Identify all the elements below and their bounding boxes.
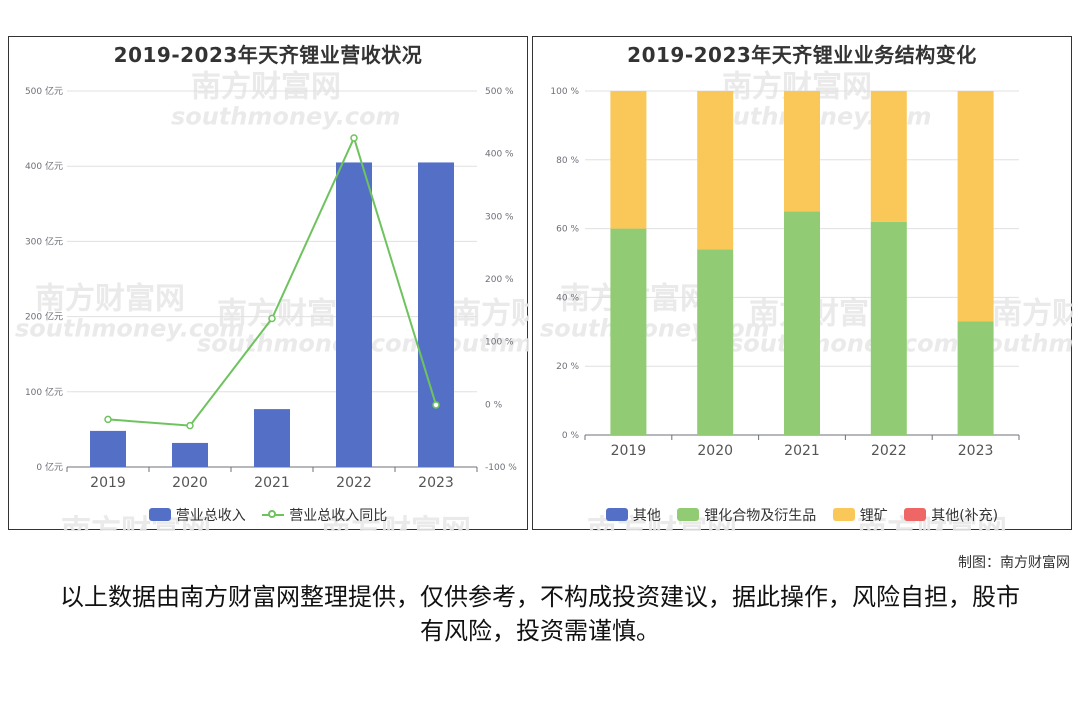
bar-revenue-2020[interactable]	[172, 442, 208, 467]
y-tick-left: 0 亿元	[36, 461, 63, 473]
y-tick-right: 0 %	[485, 400, 503, 410]
x-tick-label: 2019	[90, 475, 126, 491]
bar-segment-s2-2019[interactable]	[610, 91, 647, 229]
watermark-cn: 南方财富网	[61, 514, 211, 531]
x-tick-label: 2022	[336, 475, 372, 491]
watermark-cn: 南方财富网	[992, 297, 1073, 332]
legend-item-other[interactable]: 其他	[605, 505, 661, 525]
watermark-cn: 南方财富网	[857, 514, 1007, 531]
bar-segment-s1-2020[interactable]	[697, 249, 734, 435]
x-tick-label: 2019	[611, 443, 647, 459]
x-tick-label: 2023	[418, 475, 454, 491]
bar-segment-s2-2021[interactable]	[784, 91, 820, 212]
disclaimer-text: 以上数据由南方财富网整理提供，仅供参考，不构成投资建议，据此操作，风险自担，股市…	[60, 583, 1020, 645]
legend-label-lithium-compounds: 锂化合物及衍生品	[704, 507, 817, 524]
y-tick-right: 500 %	[485, 87, 514, 97]
legend-swatch-revenue-yoy	[262, 508, 285, 521]
structure-chart-panel: 2019-2023年天齐锂业业务结构变化 南方财富网 southmoney.com…	[532, 36, 1073, 531]
legend-label-revenue-yoy: 营业总收入同比	[289, 507, 388, 524]
bar-revenue-2023[interactable]	[418, 162, 454, 467]
revenue-chart-title: 2019-2023年天齐锂业营收状况	[113, 43, 423, 67]
legend-item-lithium-ore[interactable]: 锂矿	[832, 505, 888, 525]
legend-label-other-supplement: 其他(补充)	[931, 507, 999, 524]
point-revenue-yoy-2021[interactable]	[268, 314, 276, 323]
y-tick-right: -100 %	[485, 463, 517, 473]
x-tick-label: 2022	[871, 443, 907, 459]
x-tick-label: 2020	[172, 475, 208, 491]
legend-label-revenue: 营业总收入	[175, 507, 246, 524]
legend-item-revenue[interactable]: 营业总收入	[148, 505, 246, 525]
legend-item-other-supplement[interactable]: 其他(补充)	[904, 505, 998, 525]
bar-revenue-2021[interactable]	[254, 409, 290, 467]
structure-chart-legend: 其他 锂化合物及衍生品 锂矿 其他(补充)	[533, 505, 1071, 526]
legend-swatch-lithium-compounds	[677, 508, 700, 521]
watermark-cn: 南方财富网	[451, 297, 529, 332]
y-tick: 20 %	[556, 362, 579, 372]
point-revenue-yoy-2019[interactable]	[104, 415, 112, 424]
watermark-cn: 南方财富网	[321, 514, 471, 531]
legend-swatch-other-supplement	[904, 508, 927, 521]
bar-segment-s2-2022[interactable]	[870, 91, 907, 222]
y-tick: 0 %	[562, 431, 580, 441]
y-tick: 60 %	[556, 225, 579, 235]
x-tick-label: 2021	[254, 475, 290, 491]
legend-swatch-other	[605, 508, 628, 521]
y-tick: 100 %	[550, 87, 579, 97]
watermark: 南方财富网southmoney.com南方财富网southmoney.com南方…	[540, 69, 1073, 531]
legend-swatch-revenue	[148, 508, 171, 521]
y-tick-right: 300 %	[485, 212, 514, 222]
watermark-en: southmoney.com	[15, 315, 245, 343]
x-tick-label: 2023	[958, 443, 994, 459]
x-tick-label: 2020	[697, 443, 733, 459]
bar-segment-s1-2023[interactable]	[957, 321, 994, 435]
bar-segment-s1-2019[interactable]	[610, 228, 647, 435]
y-tick-right: 200 %	[485, 275, 514, 285]
structure-chart-title: 2019-2023年天齐锂业业务结构变化	[627, 43, 977, 67]
bar-revenue-2019[interactable]	[90, 430, 126, 467]
y-tick-right: 400 %	[485, 150, 514, 160]
bar-segment-s2-2020[interactable]	[697, 91, 734, 250]
y-tick-left: 200 亿元	[25, 311, 63, 323]
bar-revenue-2022[interactable]	[336, 162, 372, 467]
watermark-en: southmoney.com	[729, 330, 959, 358]
point-revenue-yoy-2023[interactable]	[432, 401, 440, 409]
y-tick: 80 %	[556, 156, 579, 166]
y-tick-left: 400 亿元	[25, 160, 63, 172]
revenue-chart-panel: 2019-2023年天齐锂业营收状况 南方财富网 southmoney.com 南方…	[8, 36, 529, 531]
y-tick-left: 500 亿元	[25, 85, 63, 97]
watermark-cn: 南方财富网	[191, 69, 341, 104]
bar-segment-s2-2023[interactable]	[957, 91, 994, 322]
legend-swatch-lithium-ore	[832, 508, 855, 521]
bar-segment-s1-2022[interactable]	[870, 221, 907, 435]
point-revenue-yoy-2022[interactable]	[350, 134, 358, 142]
watermark-en: southmoney.com	[171, 102, 401, 130]
watermark-cn: 南方财富网	[35, 282, 185, 317]
watermark-en: southmoney.com	[197, 330, 427, 358]
bar-segment-s1-2021[interactable]	[784, 211, 820, 435]
legend-item-lithium-compounds[interactable]: 锂化合物及衍生品	[677, 505, 816, 525]
structure-chart-svg: 南方财富网southmoney.com南方财富网southmoney.com南方…	[540, 69, 1073, 531]
y-tick-left: 300 亿元	[25, 235, 63, 247]
revenue-chart-svg: 南方财富网southmoney.com南方财富网southmoney.com南方…	[15, 69, 529, 531]
legend-item-revenue-yoy[interactable]: 营业总收入同比	[262, 505, 387, 525]
y-tick-left: 100 亿元	[25, 386, 63, 398]
point-revenue-yoy-2020[interactable]	[186, 421, 194, 430]
chart-credit: 制图：南方财富网	[958, 555, 1070, 571]
legend-label-lithium-ore: 锂矿	[859, 507, 888, 524]
legend-label-other: 其他	[632, 507, 661, 524]
x-tick-label: 2021	[784, 443, 820, 459]
revenue-chart-legend: 营业总收入 营业总收入同比	[9, 505, 527, 526]
y-tick-right: 100 %	[485, 338, 514, 348]
y-tick: 40 %	[556, 293, 579, 303]
